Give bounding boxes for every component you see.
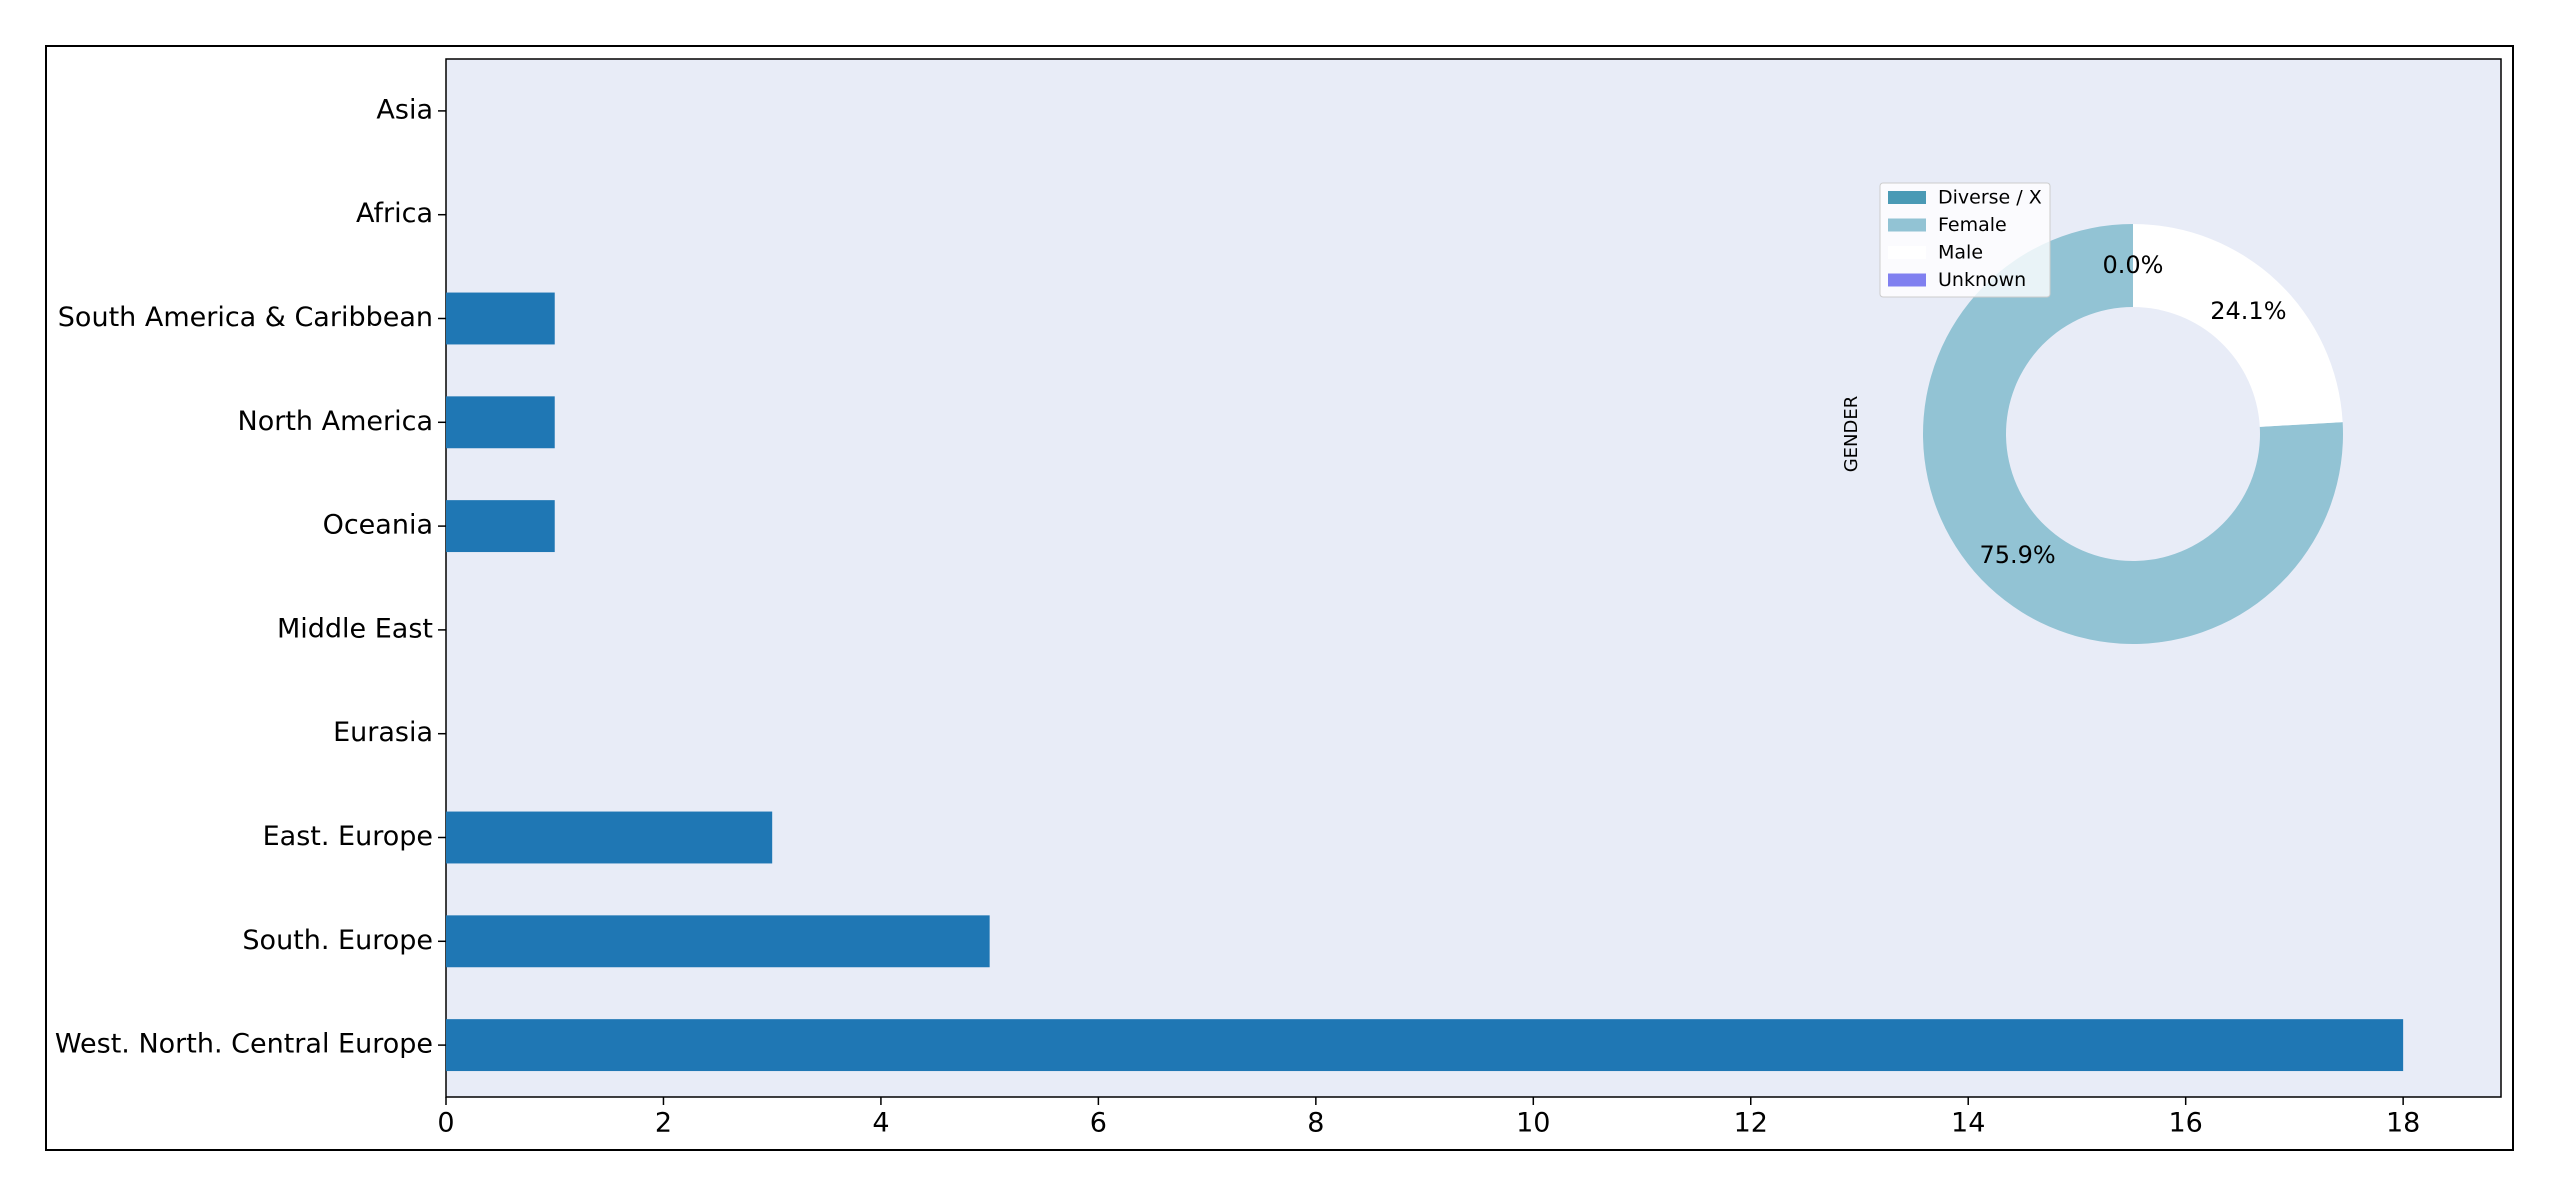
y-tick-label: West. North. Central Europe — [55, 1029, 433, 1060]
x-tick-label: 18 — [2386, 1108, 2420, 1139]
x-tick-label: 8 — [1307, 1108, 1324, 1139]
legend-label: Unknown — [1938, 269, 2026, 291]
y-tick-label: South. Europe — [242, 925, 433, 956]
donut-wedge — [2133, 224, 2343, 427]
y-tick-label: North America — [238, 406, 433, 437]
legend-box — [1879, 182, 2051, 298]
legend-swatch — [1888, 218, 1926, 232]
y-tick-label: Africa — [356, 198, 433, 229]
y-tick-label: East. Europe — [263, 821, 433, 852]
legend-swatch — [1888, 246, 1926, 259]
bar — [446, 500, 555, 553]
chart-layer: 0 2 4 6 8 10 12 14 16 18 Asia Africa South America &… — [55, 94, 2420, 1138]
x-tick-label: 6 — [1090, 1108, 1107, 1139]
data-label: 75.9% — [1979, 541, 2055, 569]
y-tick-label: South America & Caribbean — [58, 302, 433, 333]
y-tick-label: Asia — [376, 94, 433, 125]
legend-swatch — [1888, 191, 1926, 204]
x-tick-label: 2 — [655, 1108, 672, 1139]
bar — [446, 811, 773, 864]
x-tick-label: 16 — [2169, 1108, 2203, 1139]
y-tick-label: Middle East — [277, 613, 433, 644]
data-label: 24.1% — [2210, 297, 2286, 325]
bar — [446, 292, 555, 345]
data-label: 0.0% — [2103, 251, 2164, 279]
y-axis-label: GENDER — [1841, 396, 1862, 473]
legend-label: Male — [1938, 242, 1983, 264]
bar — [446, 1019, 2404, 1072]
x-tick-label: 12 — [1734, 1108, 1768, 1139]
y-tick-label: Oceania — [323, 510, 433, 541]
x-tick-label: 4 — [872, 1108, 889, 1139]
x-tick-label: 0 — [437, 1108, 454, 1139]
x-tick-label: 14 — [1951, 1108, 1985, 1139]
x-tick-label: 10 — [1516, 1108, 1550, 1139]
y-tick-label: Eurasia — [333, 717, 433, 748]
bar — [446, 915, 990, 968]
legend-label: Diverse / X — [1938, 187, 2042, 209]
donut-wedge — [1923, 224, 2343, 645]
legend-swatch — [1888, 273, 1926, 287]
legend-label: Female — [1938, 214, 2007, 236]
bar — [446, 396, 555, 449]
